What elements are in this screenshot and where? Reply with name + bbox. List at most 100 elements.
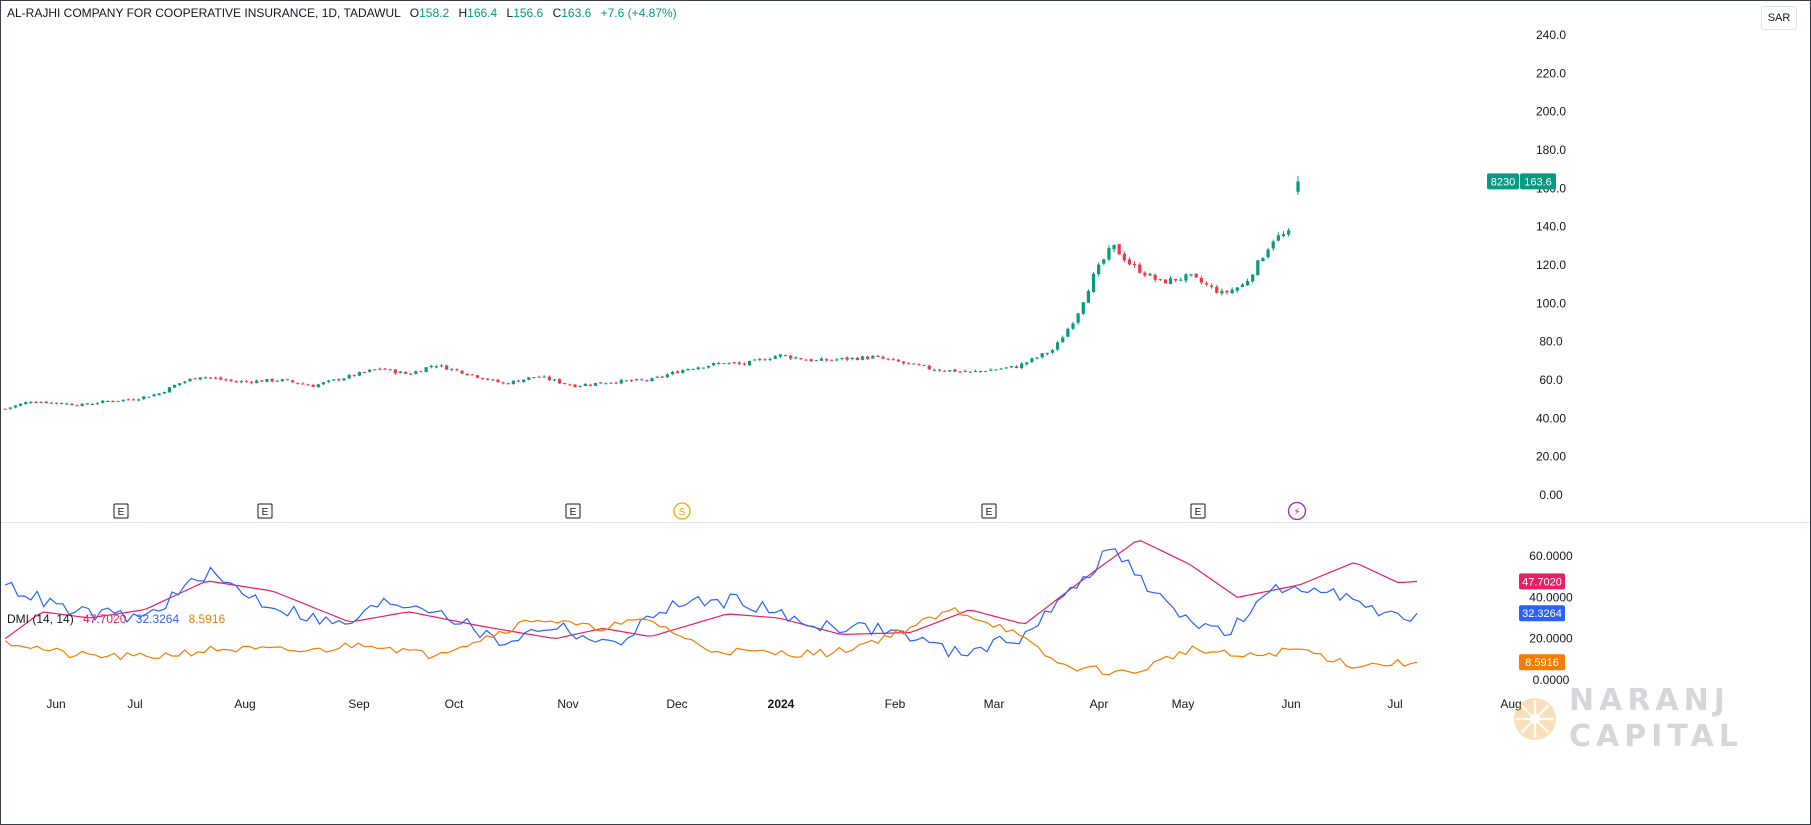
candle-body — [311, 384, 315, 387]
candle-body — [635, 379, 639, 381]
candle-body — [13, 405, 18, 408]
ticker-tag-text: 8230 — [1491, 176, 1515, 188]
candle-body — [886, 358, 890, 360]
watermark-line-1: NARANJ — [1569, 683, 1730, 718]
candle-body — [1035, 357, 1039, 359]
candle-body — [501, 382, 505, 384]
candle-body — [1081, 302, 1085, 314]
time-tick-label: Dec — [666, 697, 687, 711]
candle-body — [1148, 273, 1152, 276]
time-tick-label: Jul — [127, 697, 142, 711]
candle-body — [70, 403, 74, 406]
candle-body — [768, 358, 772, 360]
high-label: H — [458, 6, 468, 20]
candle-body — [450, 368, 454, 370]
candle-body — [131, 399, 136, 401]
dmi-title[interactable]: DMI (14, 14) — [7, 612, 74, 626]
candle-body — [573, 384, 577, 388]
candle-body — [1076, 313, 1080, 323]
candle-body — [147, 396, 151, 398]
earnings-event-label: E — [262, 507, 269, 518]
open-label: O — [409, 6, 420, 20]
candle-body — [1086, 290, 1090, 303]
earnings-event-icon — [113, 503, 129, 519]
candle-body — [54, 402, 59, 404]
candle-body — [881, 356, 885, 359]
currency-button[interactable]: SAR — [1761, 6, 1797, 30]
candle-body — [1117, 244, 1121, 255]
candle-body — [937, 369, 942, 371]
candle-body — [383, 368, 387, 370]
candle-body — [1040, 353, 1044, 358]
candle-body — [727, 362, 731, 364]
price-axis[interactable]: 240.0220.0200.0180.0160.0140.0120.0100.0… — [1536, 28, 1566, 502]
candle-body — [24, 402, 28, 405]
candle-body — [1271, 241, 1275, 249]
candle-body — [1261, 258, 1265, 262]
candle-body — [403, 372, 408, 374]
candle-body — [516, 380, 521, 382]
candle-body — [178, 383, 182, 386]
candle-body — [835, 359, 839, 361]
candle-body — [439, 365, 444, 367]
candle-body — [1107, 248, 1111, 260]
candle-body — [968, 371, 972, 373]
candle-body — [60, 403, 64, 405]
watermark-line-2: CAPITAL — [1569, 719, 1743, 754]
price-tick-label: 140.0 — [1536, 220, 1566, 234]
candle-body — [522, 379, 526, 383]
time-tick-label: Jun — [46, 697, 65, 711]
candle-body — [445, 365, 449, 370]
candle-body — [532, 377, 536, 379]
candle-body — [85, 403, 89, 405]
candle-body — [1091, 273, 1096, 293]
candle-body — [901, 361, 906, 364]
candle-body — [712, 363, 716, 366]
candle-body — [568, 384, 572, 386]
candle-body — [270, 378, 274, 382]
candle-body — [142, 396, 146, 399]
candle-body — [604, 383, 608, 385]
candle-body — [121, 399, 125, 402]
earnings-event-label: E — [570, 507, 577, 518]
candle-body — [239, 381, 243, 383]
candle-body — [1168, 278, 1173, 284]
candle-body — [511, 380, 516, 384]
candle-body — [645, 380, 649, 382]
candle-body — [609, 382, 613, 384]
candle-body — [1256, 260, 1260, 276]
candle-body — [1020, 363, 1024, 369]
dmi-axis[interactable]: 60.0000 40.0000 20.0000 0.0000 — [1529, 549, 1573, 687]
candle-body — [219, 377, 223, 380]
candle-body — [167, 387, 172, 393]
candle-body — [860, 356, 865, 360]
candle-body — [1071, 323, 1075, 329]
candle-body — [275, 380, 279, 382]
candle-body — [1122, 253, 1126, 261]
candle-body — [778, 354, 782, 357]
candle-body — [1112, 244, 1116, 250]
candle-body — [332, 379, 336, 381]
earnings-event-label: E — [1195, 507, 1202, 518]
candle-body — [152, 394, 156, 397]
price-tick-label: 80.0 — [1539, 335, 1563, 349]
plus-di-value-tag-box — [1519, 605, 1565, 622]
symbol-title[interactable]: AL-RAJHI COMPANY FOR COOPERATIVE INSURAN… — [7, 6, 401, 20]
candle-body — [342, 378, 346, 381]
candle-body — [599, 382, 603, 384]
candle-body — [824, 359, 829, 361]
candle-body — [249, 381, 254, 383]
candle-body — [1163, 279, 1168, 284]
price-tag-box — [1520, 173, 1556, 190]
symbol-legend: AL-RAJHI COMPANY FOR COOPERATIVE INSURAN… — [7, 6, 677, 20]
candle-body — [126, 399, 130, 401]
low-label: L — [506, 6, 514, 20]
time-axis[interactable]: Jun Jul Aug Sep Oct Nov Dec 2024 Feb Mar Apr May Jun… — [46, 697, 1521, 711]
candle-body — [486, 378, 490, 380]
candle-body — [830, 359, 834, 361]
candle-body — [758, 358, 762, 360]
naranj-logo-icon — [1514, 698, 1556, 740]
candle-body — [593, 382, 598, 386]
candle-body — [1215, 286, 1219, 293]
